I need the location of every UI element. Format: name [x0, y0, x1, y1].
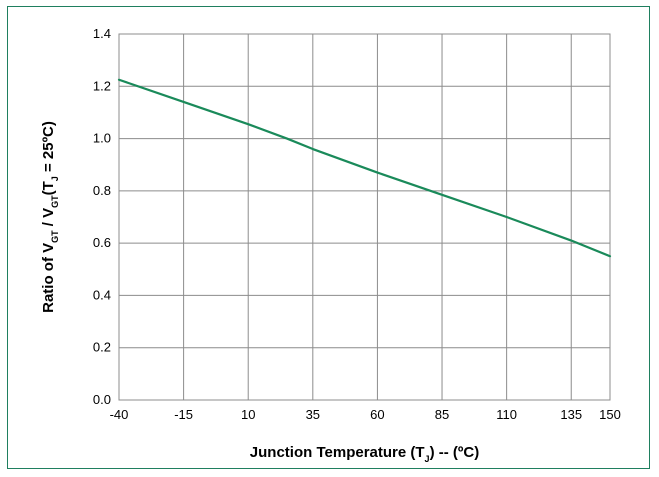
x-tick-label: 135: [560, 407, 582, 422]
axis-title-subscript: J: [425, 454, 430, 464]
x-tick-label: 85: [435, 407, 449, 422]
x-tick-label: 60: [370, 407, 384, 422]
axis-title-part: = 25ºC): [40, 121, 57, 176]
axis-title-part: (T: [40, 181, 57, 195]
y-tick-label: 0.2: [93, 340, 111, 355]
chart-frame: 0.0 0.2 0.4 0.6 0.8 1.0 1.2 1.4 -40 -15 10 35 60 85 11…: [7, 6, 650, 469]
tick-layer: 0.0 0.2 0.4 0.6 0.8 1.0 1.2 1.4 -40 -15 10 35 60 85 11…: [93, 26, 621, 422]
chart-svg: 0.0 0.2 0.4 0.6 0.8 1.0 1.2 1.4 -40 -15 10 35 60 85 11…: [40, 26, 621, 464]
y-tick-label: 0.0: [93, 392, 111, 407]
axis-title-part: / V: [40, 208, 57, 231]
axis-title-part: Junction Temperature (T: [250, 444, 425, 461]
x-tick-label: 150: [599, 407, 621, 422]
x-tick-label: -15: [174, 407, 193, 422]
grid-layer: [118, 33, 611, 401]
axis-title-part: ) -- (ºC): [430, 444, 480, 461]
x-axis-title: Junction Temperature (TJ) -- (ºC): [250, 444, 479, 464]
series-line: [117, 78, 612, 258]
y-tick-label: 1.0: [93, 131, 111, 146]
x-tick-label: 110: [496, 407, 517, 422]
y-tick-label: 0.6: [93, 235, 111, 250]
y-tick-label: 0.8: [93, 183, 111, 198]
axis-title-part: Ratio of V: [40, 243, 57, 313]
series-layer: [117, 78, 612, 258]
y-tick-label: 0.4: [93, 287, 111, 302]
y-tick-label: 1.4: [93, 26, 111, 41]
plot-area-border: [118, 33, 611, 401]
axis-title-subscript: GT: [50, 195, 60, 208]
x-tick-label: 35: [306, 407, 320, 422]
x-tick-label: 10: [241, 407, 255, 422]
axis-title-subscript: GT: [50, 230, 60, 243]
axis-title-subscript: J: [50, 176, 60, 181]
x-tick-label: -40: [110, 407, 129, 422]
y-tick-label: 1.2: [93, 78, 111, 93]
y-axis-title: Ratio of VGT / VGT(TJ = 25ºC): [40, 121, 60, 313]
